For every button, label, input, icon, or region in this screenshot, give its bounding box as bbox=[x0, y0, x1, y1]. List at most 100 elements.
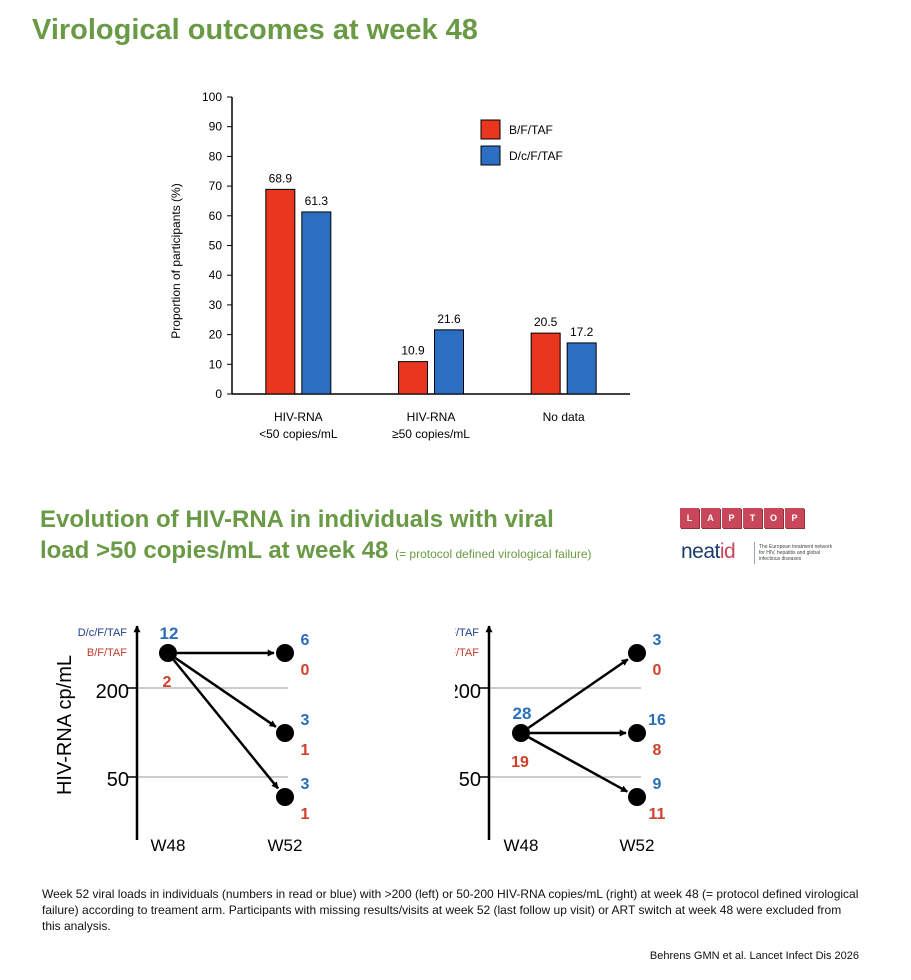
bar-chart-y-tick-label: 100 bbox=[202, 90, 222, 104]
flow-node-end bbox=[276, 788, 294, 806]
bar-chart-data-label: 21.6 bbox=[437, 312, 461, 326]
flow-count-end-bf: 0 bbox=[653, 662, 662, 679]
bar-chart-bars: 68.9 61.3 10.9 21.6 20.5 17.2 bbox=[265, 171, 597, 395]
figure-caption: Week 52 viral loads in individuals (numb… bbox=[42, 887, 859, 933]
flow-count-end-bf: 0 bbox=[301, 662, 310, 679]
bar-chart-category-label: No data bbox=[543, 410, 585, 424]
laptop-logo-tile: A bbox=[701, 508, 720, 528]
bar-chart-data-label: 17.2 bbox=[570, 325, 594, 339]
flow-node-end bbox=[276, 644, 294, 662]
flow-y-tick-label: 200 bbox=[455, 681, 481, 703]
section-title-line-1: Evolution of HIV-RNA in individuals with… bbox=[40, 506, 554, 533]
bar-chart-legend: B/F/TAF D/c/F/TAF bbox=[480, 119, 563, 166]
flow-node-start bbox=[159, 644, 177, 662]
bar-chart-y-tick-label: 10 bbox=[209, 357, 223, 371]
citation: Behrens GMN et al. Lancet Infect Dis 202… bbox=[649, 950, 859, 962]
laptop-logo-tile: T bbox=[743, 508, 762, 528]
section-title-note: (= protocol defined virological failure) bbox=[395, 547, 592, 561]
bar-chart-legend-label: B/F/TAF bbox=[509, 123, 553, 137]
laptop-logo-tile: P bbox=[785, 508, 804, 528]
bar-chart-category-label: <50 copies/mL bbox=[259, 427, 338, 441]
flow-count-start-bf: 19 bbox=[511, 754, 529, 771]
bar-chart-bar bbox=[301, 211, 332, 395]
bar-chart-y-tick-label: 50 bbox=[209, 239, 223, 253]
neatid-logo-accent: id bbox=[719, 540, 736, 563]
flow-series-label-dcf: D/c/F/TAF bbox=[78, 627, 128, 639]
bar-chart-bar bbox=[398, 361, 428, 395]
flow-count-end-bf: 8 bbox=[653, 742, 662, 759]
laptop-logo-tile: L bbox=[680, 508, 699, 528]
bar-chart-category-label: ≥50 copies/mL bbox=[392, 427, 470, 441]
bar-chart-bar bbox=[566, 342, 597, 395]
bar-chart-y-tick-label: 80 bbox=[209, 149, 223, 163]
bar-chart-y-tick-label: 0 bbox=[215, 387, 222, 401]
flow-y-tick-label: 50 bbox=[459, 769, 481, 791]
flow-count-end-dcf: 3 bbox=[301, 776, 310, 793]
flow-node-start bbox=[512, 724, 530, 742]
neatid-logo-main: neat bbox=[681, 540, 720, 563]
flow-arrow bbox=[174, 657, 277, 728]
bar-chart-y-ticks: 0 10 20 30 40 50 60 70 80 90 100 bbox=[202, 90, 232, 401]
flow-y-tick-label: 200 bbox=[96, 681, 129, 703]
bar-chart-y-tick-label: 40 bbox=[209, 268, 223, 282]
flow-count-start-dcf: 12 bbox=[160, 624, 179, 643]
flow-count-start-dcf: 28 bbox=[513, 704, 532, 723]
flow-count-end-bf: 11 bbox=[649, 806, 666, 823]
bar-chart: 0 10 20 30 40 50 60 70 80 90 100 68.9 61.3 10.9 21.6 2… bbox=[169, 90, 630, 441]
flow-node-end bbox=[628, 724, 646, 742]
flow-node-end bbox=[628, 788, 646, 806]
flow-arrow bbox=[172, 659, 280, 790]
flow-node-end bbox=[276, 724, 294, 742]
flow-chart-left: 200 50 HIV-RNA cp/mL D/c/F/TAF B/F/TAF W48 W52… bbox=[54, 624, 310, 855]
bar-chart-y-tick-label: 90 bbox=[209, 120, 223, 134]
flow-node-end bbox=[628, 644, 646, 662]
bar-chart-bar bbox=[530, 332, 561, 395]
flow-y-tick-label: 50 bbox=[107, 769, 129, 791]
flow-count-start-bf: 2 bbox=[163, 674, 172, 691]
bar-chart-legend-swatch bbox=[480, 145, 501, 166]
bar-chart-y-tick-label: 30 bbox=[209, 298, 223, 312]
neatid-logo: neatid bbox=[681, 540, 736, 564]
flow-x-label-end: W52 bbox=[620, 836, 655, 855]
bar-chart-categories: HIV-RNA <50 copies/mL HIV-RNA ≥50 copies/mL… bbox=[259, 410, 585, 441]
flow-count-end-dcf: 9 bbox=[653, 776, 662, 793]
bar-chart-bar bbox=[434, 329, 464, 395]
bar-chart-category-label: HIV-RNA bbox=[407, 410, 456, 424]
bar-chart-y-tick-label: 70 bbox=[209, 179, 223, 193]
flow-count-end-dcf: 6 bbox=[301, 632, 310, 649]
flow-x-label-start: W48 bbox=[151, 836, 186, 855]
flow-series-label-bf: B/F/TAF bbox=[87, 647, 127, 659]
flow-count-end-dcf: 3 bbox=[653, 632, 662, 649]
flow-count-end-dcf: 3 bbox=[301, 712, 310, 729]
bar-chart-data-label: 10.9 bbox=[401, 344, 425, 358]
section-title: Evolution of HIV-RNA in individuals with… bbox=[40, 504, 592, 570]
bar-chart-data-label: 61.3 bbox=[305, 194, 329, 208]
bar-chart-y-axis-label: Proportion of participants (%) bbox=[169, 183, 183, 338]
bar-chart-category-label: HIV-RNA bbox=[274, 410, 323, 424]
bar-chart-legend-swatch bbox=[480, 119, 501, 140]
neatid-divider bbox=[754, 542, 755, 564]
laptop-logo-tile: O bbox=[764, 508, 783, 528]
bar-chart-data-label: 68.9 bbox=[269, 171, 293, 185]
bar-chart-bar bbox=[265, 188, 296, 395]
neatid-tagline: The European treatment network for HIV, … bbox=[759, 544, 833, 562]
flow-count-end-dcf: 16 bbox=[648, 712, 666, 729]
section-title-line-2: load >50 copies/mL at week 48 bbox=[40, 537, 389, 564]
flow-x-label-end: W52 bbox=[268, 836, 303, 855]
slide-title: Virological outcomes at week 48 bbox=[32, 14, 478, 46]
bar-chart-y-tick-label: 60 bbox=[209, 209, 223, 223]
flow-arrow bbox=[527, 658, 629, 729]
flow-count-end-bf: 1 bbox=[301, 806, 310, 823]
bar-chart-data-label: 20.5 bbox=[534, 315, 558, 329]
bar-chart-y-tick-label: 20 bbox=[209, 328, 223, 342]
flow-series-label-bf: B/F/TAF bbox=[455, 647, 479, 659]
laptop-logo-tile: P bbox=[722, 508, 741, 528]
flow-series-label-dcf: D/c/F/TAF bbox=[455, 627, 479, 639]
flow-y-axis-label: HIV-RNA cp/mL bbox=[54, 655, 76, 795]
bar-chart-legend-label: D/c/F/TAF bbox=[509, 149, 563, 163]
flow-arrow bbox=[528, 736, 628, 793]
flow-count-end-bf: 1 bbox=[301, 742, 310, 759]
flow-x-label-start: W48 bbox=[504, 836, 539, 855]
